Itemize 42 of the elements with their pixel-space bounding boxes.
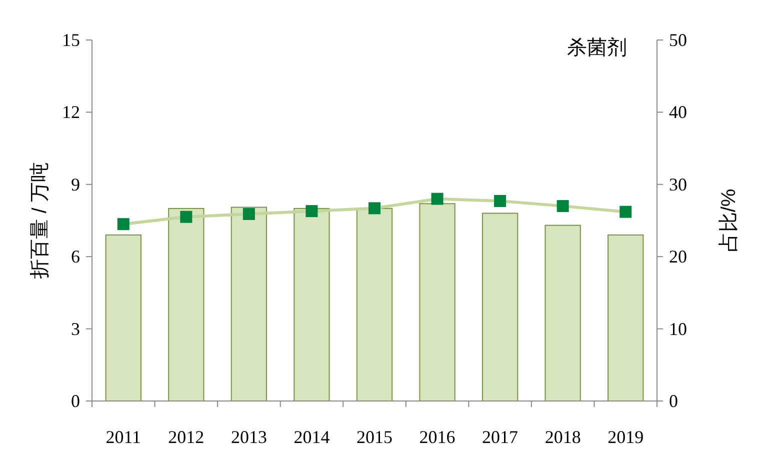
bar	[608, 234, 644, 402]
x-tick-label: 2012	[168, 427, 204, 447]
point	[620, 206, 632, 218]
bar	[294, 208, 330, 402]
y-tick-label: 9	[71, 174, 80, 194]
x-tick-label: 2014	[294, 427, 330, 447]
y-tick-label: 6	[71, 246, 80, 267]
point	[180, 210, 192, 223]
bar	[544, 224, 581, 402]
x-tick-label: 2016	[419, 427, 456, 447]
y2-tick-label: 50	[669, 30, 687, 50]
bar	[356, 208, 393, 402]
x-tick-label: 2019	[608, 427, 644, 447]
point	[306, 205, 318, 218]
bar	[168, 208, 204, 402]
bar	[482, 212, 518, 402]
y-tick-label: 3	[71, 318, 80, 339]
point	[368, 202, 380, 214]
bar	[105, 234, 142, 402]
x-tick-label: 2013	[230, 427, 267, 447]
point	[242, 208, 255, 220]
y-tick-label: 12	[62, 102, 80, 122]
y2-tick-label: 40	[669, 102, 687, 122]
point	[117, 218, 130, 230]
y2-axis-title: 占比/%	[718, 188, 740, 252]
y-axis-title: 折百量 / 万吨	[29, 162, 51, 279]
point	[494, 195, 506, 208]
y2-tick-label: 10	[669, 318, 687, 339]
bar	[230, 206, 268, 402]
y-tick-label: 0	[71, 391, 80, 411]
point	[556, 200, 569, 212]
y2-tick-label: 0	[669, 391, 678, 411]
y2-tick-label: 20	[669, 246, 687, 267]
x-tick-label: 2017	[482, 427, 518, 447]
point	[431, 192, 444, 205]
x-tick-label: 2015	[356, 427, 392, 447]
x-tick-label: 2018	[544, 427, 581, 447]
chart-title: 杀菌剂	[567, 37, 627, 59]
bar	[419, 203, 456, 402]
y2-tick-label: 30	[669, 174, 687, 194]
x-tick-label: 2011	[106, 427, 142, 447]
y-tick-label: 15	[62, 30, 80, 50]
